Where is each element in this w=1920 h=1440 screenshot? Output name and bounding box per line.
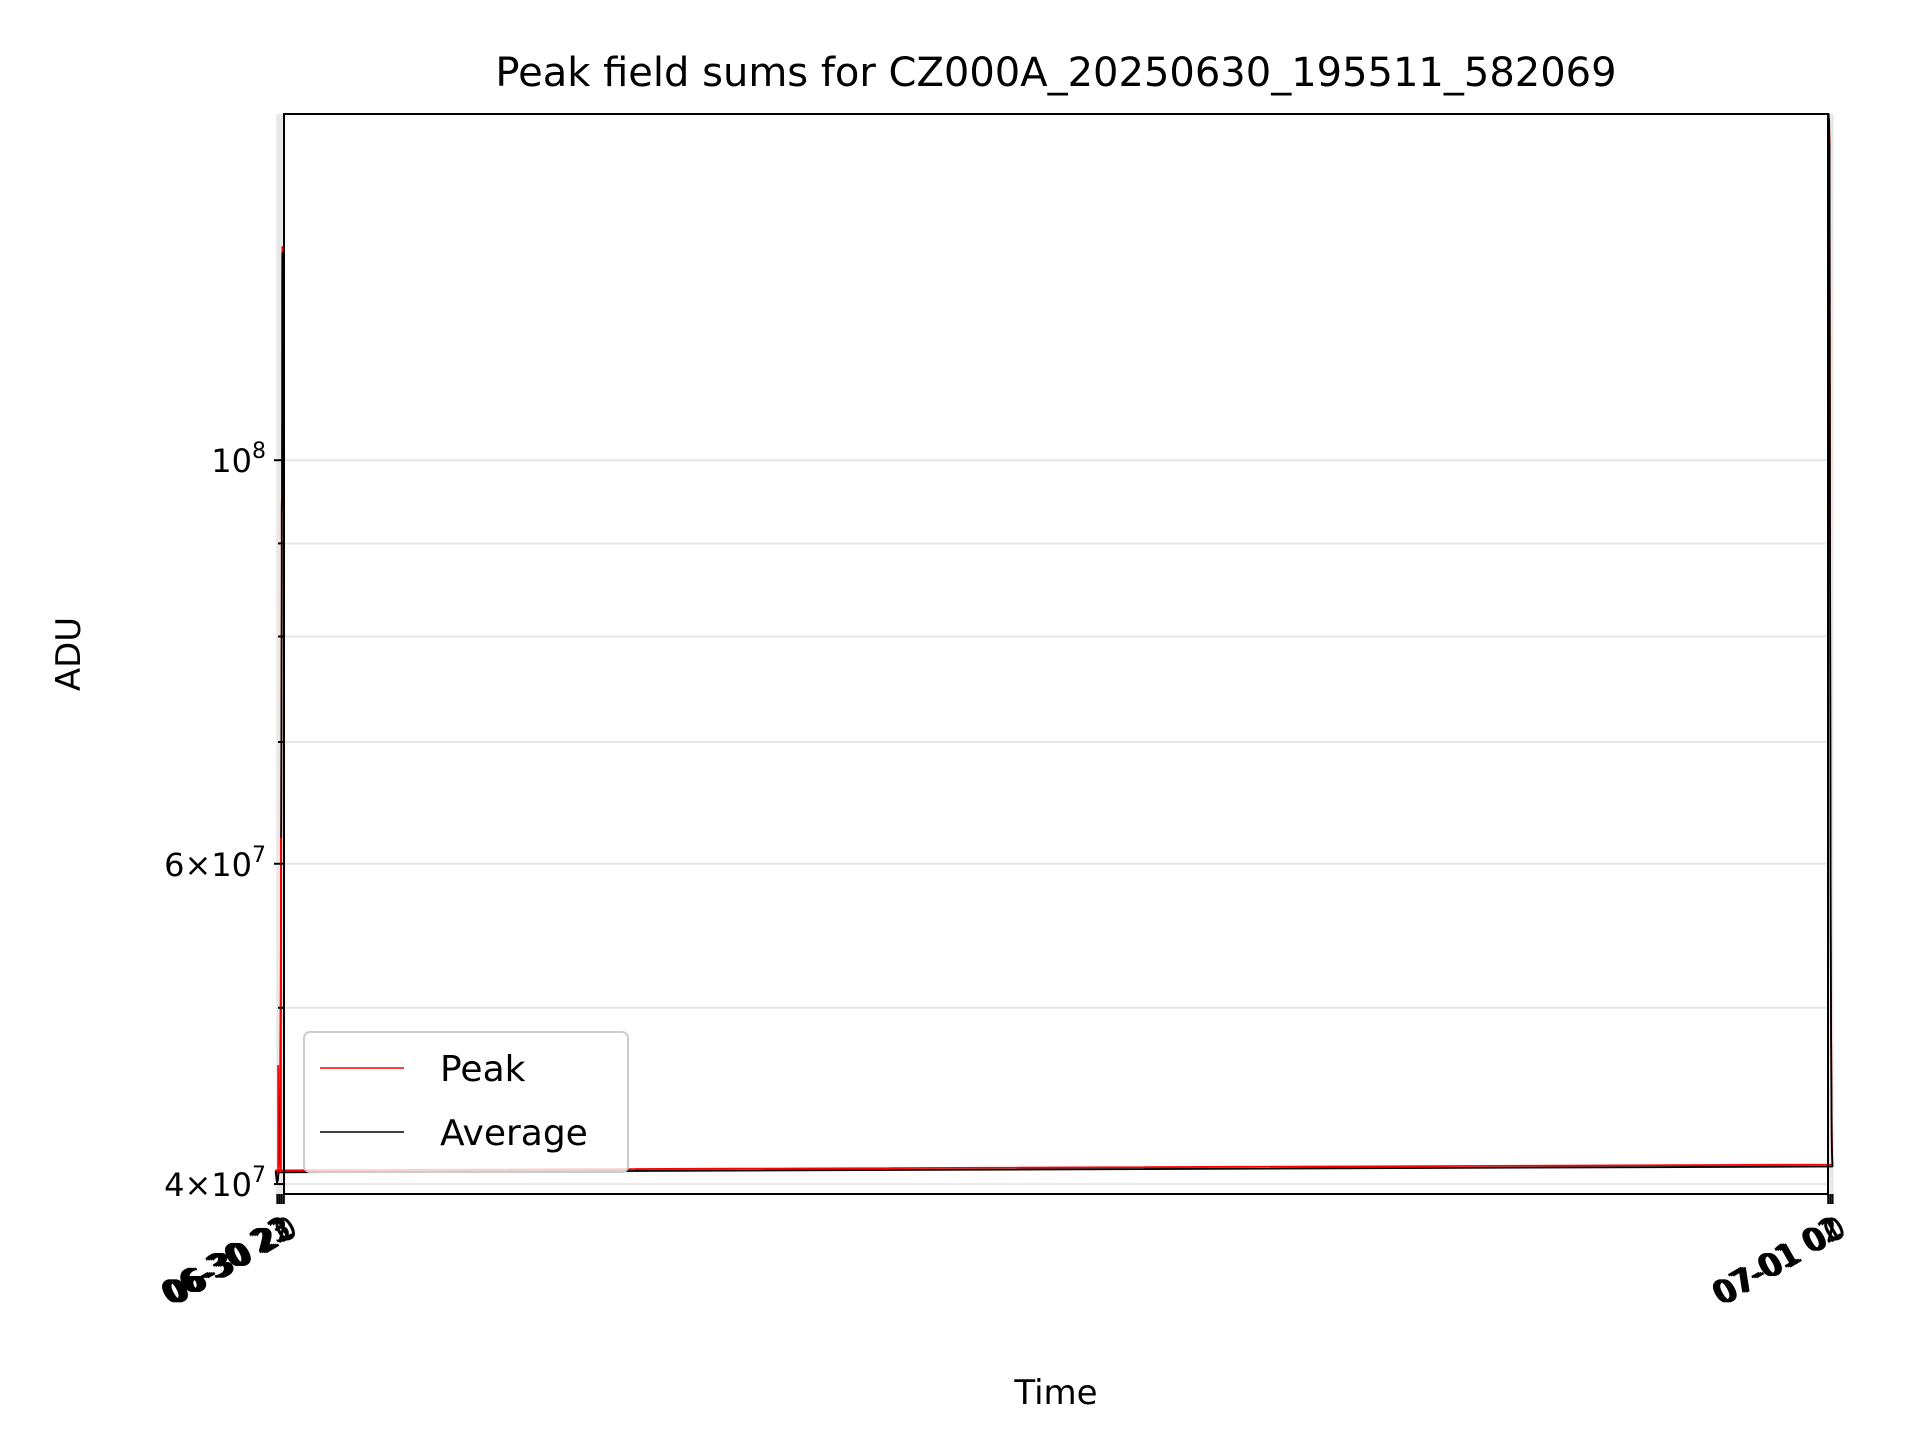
y-tick-label-1: 6×107 [164, 843, 266, 884]
chart-title: Peak field sums for CZ000A_20250630_1955… [495, 50, 1616, 96]
grid-layer [276, 114, 1834, 1194]
legend-label-peak: Peak [440, 1049, 526, 1090]
x-axis-label: Time [1013, 1373, 1097, 1413]
y-tick-label-0: 4×107 [164, 1163, 266, 1204]
y-axis-label: ADU [49, 617, 89, 691]
plot-frame [283, 113, 1829, 1195]
y-tick-label-2: 108 [211, 439, 266, 480]
legend: Peak Average [303, 1031, 629, 1173]
series-line-average [274, 118, 1834, 1183]
series-layer [274, 113, 1834, 1183]
legend-box [303, 1031, 629, 1173]
legend-label-average: Average [440, 1113, 588, 1154]
